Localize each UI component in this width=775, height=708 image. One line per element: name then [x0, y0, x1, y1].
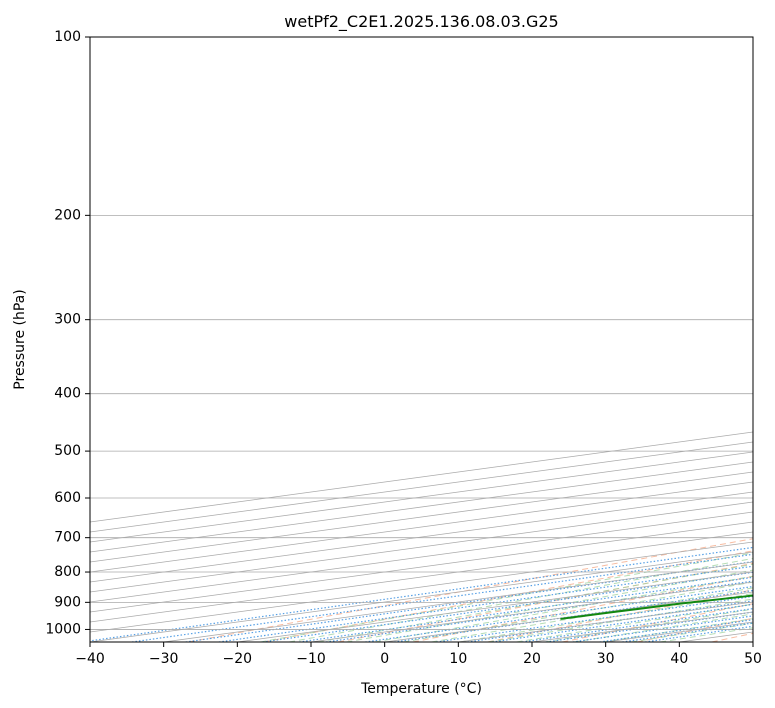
x-tick-label: 20 [523, 651, 541, 667]
isotherm-line [90, 521, 753, 613]
x-tick-label: −20 [223, 651, 253, 667]
mixing-ratio-line [299, 576, 753, 642]
x-tick-label: −40 [75, 651, 105, 667]
moist-adiabat [346, 569, 753, 642]
isotherm-line [90, 461, 753, 553]
isotherm-line [90, 511, 753, 603]
y-tick-label: 900 [54, 594, 81, 610]
x-tick-label: −10 [296, 651, 326, 667]
y-tick-label: 100 [54, 29, 81, 45]
x-axis-title: Temperature (°C) [360, 681, 482, 697]
mixing-ratio-line [394, 589, 753, 642]
y-tick-label: 300 [54, 312, 81, 328]
mixing-ratio-line [365, 585, 753, 642]
moist-adiabat [288, 557, 753, 642]
isotherm-line [90, 481, 753, 573]
background-lines [90, 37, 753, 642]
moist-adiabat [487, 598, 753, 642]
y-tick-label: 700 [54, 530, 81, 546]
x-tick-label: 10 [449, 651, 467, 667]
moist-adiabat [431, 587, 753, 642]
mixing-ratio-line [90, 546, 753, 642]
y-tick-label: 600 [54, 490, 81, 506]
x-tick-label: 30 [597, 651, 615, 667]
isotherm-line [90, 471, 753, 563]
moist-adiabat [317, 563, 753, 642]
isotherm-line [90, 501, 753, 593]
chart-title: wetPf2_C2E1.2025.136.08.03.G25 [284, 12, 558, 32]
isotherm-line [90, 491, 753, 583]
y-tick-label: 200 [54, 207, 81, 223]
x-axis: −40 −30 −20 −10 0 10 20 30 40 50 [75, 642, 762, 667]
y-tick-label: 400 [54, 386, 81, 402]
x-tick-label: 0 [380, 651, 389, 667]
y-axis-title: Pressure (hPa) [12, 289, 28, 389]
x-tick-label: −30 [149, 651, 179, 667]
x-tick-label: 50 [744, 651, 762, 667]
isotherm-line [90, 451, 753, 543]
plot-frame [89, 36, 754, 643]
x-tick-label: 40 [670, 651, 688, 667]
y-tick-label: 500 [54, 443, 81, 459]
y-axis: 100 200 300 400 500 600 700 800 900 1000 [45, 29, 90, 637]
isotherm-line [90, 531, 753, 623]
y-tick-label: 800 [54, 564, 81, 580]
mixing-ratio-line [325, 580, 753, 642]
y-tick-label: 1000 [45, 621, 81, 637]
